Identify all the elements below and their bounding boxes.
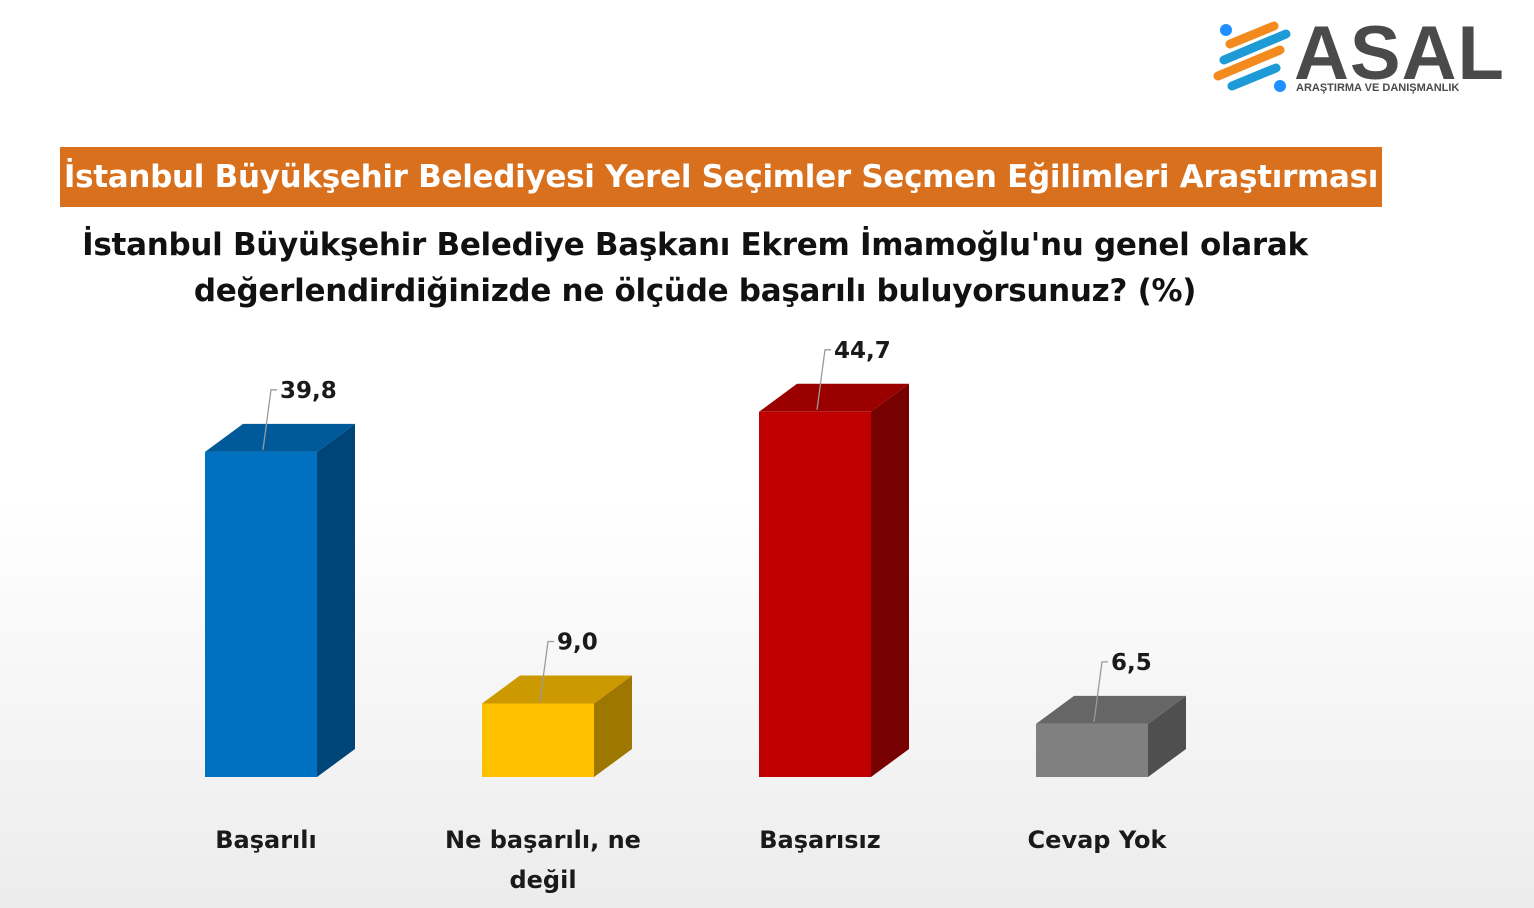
bar-side — [594, 675, 632, 777]
data-label-leader — [1093, 661, 1108, 722]
logo-subtitle: ARAŞTIRMA VE DANIŞMANLIK — [1296, 82, 1460, 94]
bar-1 — [205, 423, 355, 777]
bar-top — [759, 383, 909, 412]
question-text: İstanbul Büyükşehir Belediye Başkanı Ekr… — [40, 222, 1350, 314]
bar-front — [1036, 723, 1148, 777]
bar-side — [871, 383, 909, 777]
data-label: 6,5 — [1111, 650, 1152, 676]
bar-2 — [482, 675, 632, 777]
survey-banner: İstanbul Büyükşehir Belediyesi Yerel Seç… — [60, 147, 1382, 207]
category-label: Ne başarılı, ne değil — [445, 826, 641, 894]
asal-logo: ASAL ARAŞTIRMA VE DANIŞMANLIK — [1208, 11, 1508, 100]
bar-front — [759, 411, 871, 777]
bar-top — [205, 423, 355, 452]
data-label: 44,7 — [834, 338, 891, 364]
category-label: Başarısız — [759, 826, 881, 854]
asal-logo-mark-icon — [1213, 21, 1291, 92]
logo-wordmark: ASAL — [1294, 11, 1505, 96]
data-label: 39,8 — [280, 378, 337, 404]
data-label-leader — [539, 640, 554, 702]
bar-front — [482, 703, 594, 777]
data-label-leader — [262, 389, 277, 450]
question-line-2: değerlendirdiğinizde ne ölçüde başarılı … — [193, 273, 1197, 309]
bar-side — [1148, 695, 1186, 777]
bar-3 — [759, 383, 909, 777]
category-label: Cevap Yok — [1027, 826, 1167, 854]
bar-top — [1036, 695, 1186, 724]
question-line-1: İstanbul Büyükşehir Belediye Başkanı Ekr… — [82, 227, 1308, 263]
data-label-leader — [816, 349, 831, 410]
bar-top — [482, 675, 632, 704]
bar-4 — [1036, 695, 1186, 777]
category-label: Başarılı — [215, 826, 317, 854]
bar-front — [205, 451, 317, 777]
data-label: 9,0 — [557, 629, 598, 655]
bar-side — [317, 423, 355, 777]
